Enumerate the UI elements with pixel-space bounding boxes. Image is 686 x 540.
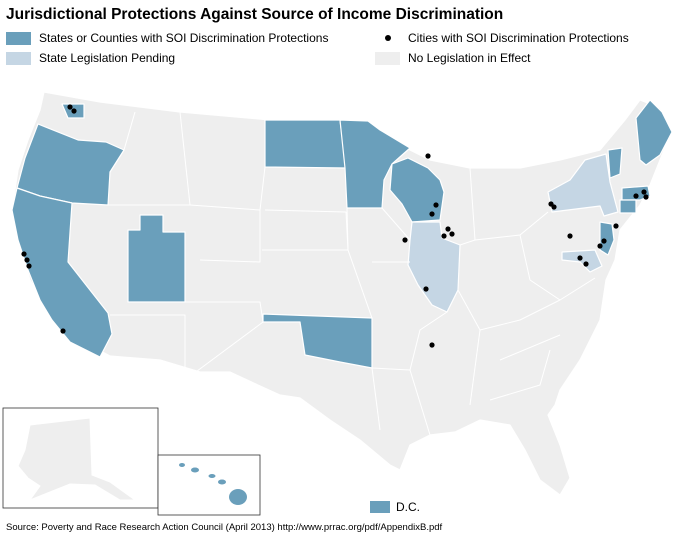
legend-none: No Legislation in Effect: [375, 50, 531, 66]
city-dot-maryland-2: [583, 261, 589, 267]
city-dot-milwaukee: [433, 202, 439, 208]
source-note: Source: Poverty and Race Research Action…: [6, 522, 443, 533]
state-vermont: [607, 147, 623, 179]
state-north-dakota: [264, 119, 347, 169]
state-connecticut: [619, 199, 637, 214]
state-alaska: [17, 417, 137, 502]
city-dot-iowa-city: [402, 237, 408, 243]
legend-label-cities: Cities with SOI Discrimination Protectio…: [408, 31, 629, 45]
city-dot-chicago: [445, 226, 451, 232]
city-dot-nj-2: [597, 243, 603, 249]
city-dot-san-francisco: [21, 251, 27, 257]
state-minnesota: [339, 119, 411, 209]
legend-protected: States or Counties with SOI Discriminati…: [6, 30, 328, 46]
city-dot-boston-3: [643, 194, 649, 200]
city-dot-maryland-1: [577, 255, 583, 261]
state-california: [11, 187, 113, 358]
city-dot-oakland: [24, 257, 30, 263]
city-dot-nj-1: [601, 238, 607, 244]
city-dot-boston: [633, 193, 639, 199]
city-dot-madison: [429, 211, 435, 217]
city-dot-st-louis: [423, 286, 429, 292]
legend-cities: Cities with SOI Discrimination Protectio…: [375, 30, 629, 46]
state-maryland: [561, 249, 603, 273]
legend-label-pending: State Legislation Pending: [39, 51, 176, 65]
city-dot-san-jose: [26, 263, 32, 269]
city-dot-memphis: [429, 342, 435, 348]
state-wisconsin: [389, 157, 445, 223]
legend-swatch-none: [375, 51, 400, 65]
city-dot-new-york: [613, 223, 619, 229]
city-dot-seattle-2: [71, 108, 77, 114]
state-maine: [635, 99, 673, 166]
dc-legend: D.C.: [370, 499, 420, 515]
legend-label-none: No Legislation in Effect: [408, 51, 531, 65]
city-dot-michigan-up: [425, 153, 431, 159]
state-oklahoma: [262, 313, 373, 369]
legend-swatch-pending: [6, 51, 31, 65]
state-hawaii: [179, 463, 247, 505]
dc-swatch: [370, 501, 390, 513]
city-dot-buffalo-2: [551, 204, 557, 210]
legend-label-protected: States or Counties with SOI Discriminati…: [39, 31, 329, 45]
city-dot-philadelphia: [567, 233, 573, 239]
city-dot-chicago-3: [441, 233, 447, 239]
hawaii-inset-frame: [157, 454, 261, 516]
city-dot-chicago-2: [449, 231, 455, 237]
city-dot-seattle: [67, 104, 73, 110]
state-new-york: [547, 153, 619, 217]
legend-swatch-city-dot: [375, 32, 400, 45]
city-dot-boston-2: [641, 189, 647, 195]
city-dot-los-angeles: [60, 328, 66, 334]
page-title: Jurisdictional Protections Against Sourc…: [6, 6, 504, 23]
legend-pending: State Legislation Pending: [6, 50, 175, 66]
legend-swatch-protected: [6, 31, 31, 45]
dc-label: D.C.: [396, 500, 420, 514]
